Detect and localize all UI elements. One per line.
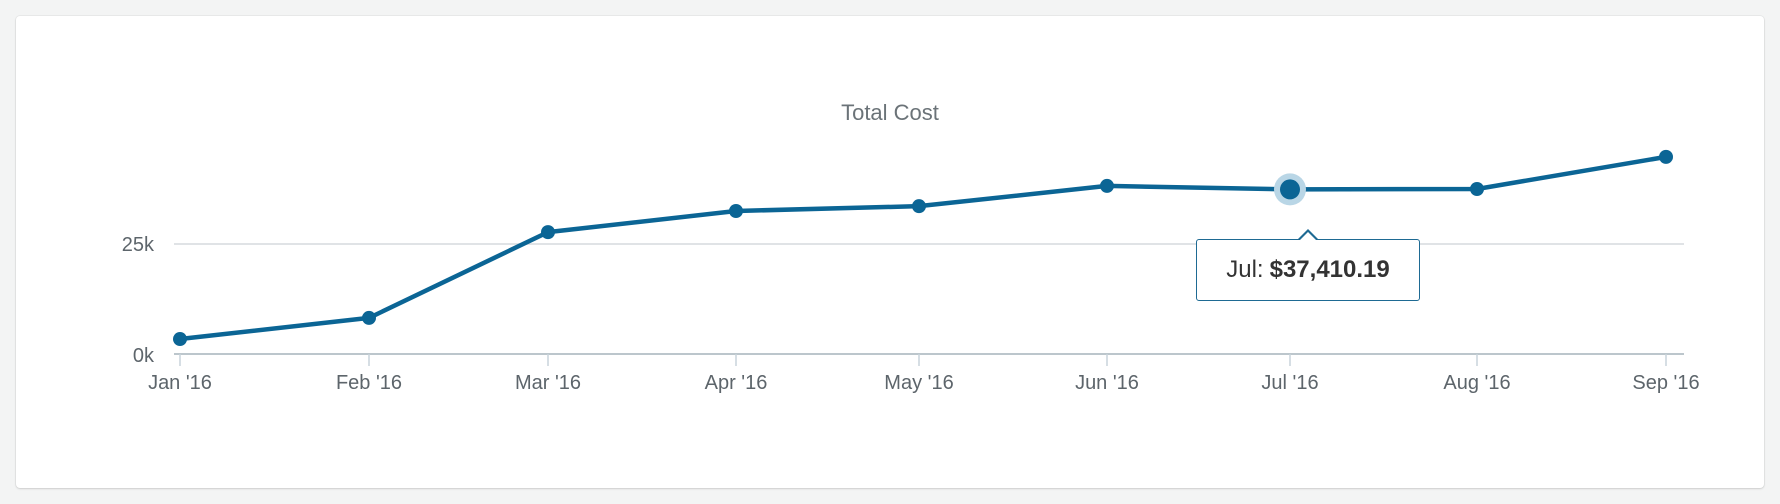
data-point[interactable] [1280,179,1300,200]
data-point[interactable] [173,332,187,347]
x-tick-label: Sep '16 [1632,372,1699,394]
x-tick-label: Mar '16 [515,372,581,394]
data-point[interactable] [1659,149,1673,164]
series-line [177,154,1669,342]
tooltip-value: $37,410.19 [1269,256,1390,283]
x-tick-label: Jul '16 [1261,372,1318,394]
series-points [173,149,1673,347]
chart-card: Total Cost 25k 0k Jan '16 Feb '16 Mar '16 A… [16,16,1764,488]
x-axis-ticks: Jan '16 Feb '16 Mar '16 Apr '16 May '16 Jun '… [148,354,1700,394]
data-point[interactable] [541,225,555,240]
x-tick-label: Feb '16 [336,372,402,394]
line-chart-plot: 25k 0k Jan '16 Feb '16 Mar '16 Apr '16 May '… [122,149,1700,394]
data-point[interactable] [912,199,926,214]
x-tick-label: Apr '16 [705,372,768,394]
data-point[interactable] [1470,182,1484,196]
data-point-tooltip: Jul: $37,410.19 [1196,229,1420,301]
x-tick-label: May '16 [884,372,953,394]
data-point[interactable] [362,310,376,325]
chart-title: Total Cost [841,100,939,125]
x-tick-label: Jun '16 [1075,372,1139,394]
data-point[interactable] [729,204,743,218]
y-tick-25k: 25k [122,234,155,256]
x-tick-label: Aug '16 [1443,372,1510,394]
tooltip-label: Jul: [1226,256,1264,283]
y-tick-0k: 0k [133,345,155,367]
x-tick-label: Jan '16 [148,372,212,394]
data-point[interactable] [1100,178,1114,193]
